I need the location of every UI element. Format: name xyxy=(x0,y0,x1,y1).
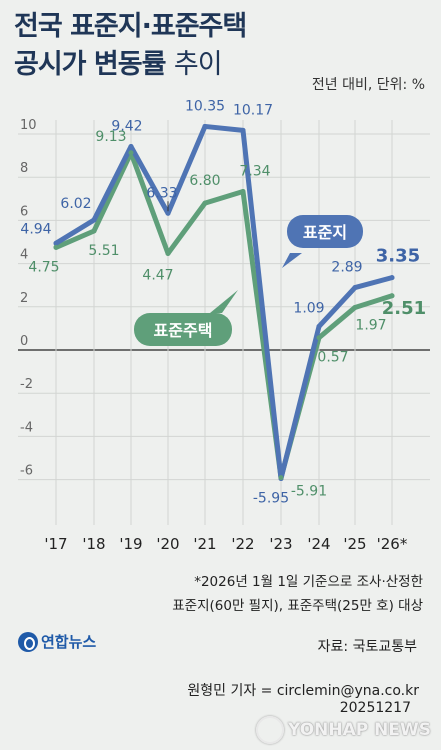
point-house xyxy=(91,228,97,234)
point-land xyxy=(202,123,208,129)
x-tick-label: '18 xyxy=(82,535,105,553)
point-land xyxy=(316,323,322,329)
y-tick-label: -6 xyxy=(20,464,33,479)
y-tick-label: 6 xyxy=(20,204,28,219)
title-line1: 전국 표준지·표준주택 xyxy=(14,11,247,42)
yonhap-logo: 연합뉴스 xyxy=(18,631,96,652)
data-label-house: 7.34 xyxy=(239,163,270,179)
x-tick-label: '17 xyxy=(44,535,67,553)
point-land xyxy=(352,285,358,291)
footnote-line1: *2026년 1월 1일 기준으로 조사·산정한 xyxy=(194,574,423,590)
point-land xyxy=(389,275,395,281)
data-label-house: 0.57 xyxy=(317,350,348,366)
source-label: 자료: 국토교통부 xyxy=(317,639,417,655)
callout-land-pointer xyxy=(282,253,302,268)
data-label-house: 6.80 xyxy=(189,173,220,189)
yonhap-logo-icon xyxy=(18,631,38,652)
point-house xyxy=(389,293,395,299)
x-tick-label: '22 xyxy=(231,535,254,553)
data-label-house: 9.13 xyxy=(95,129,126,145)
data-label-land: 10.17 xyxy=(233,102,273,118)
callout-house-badge xyxy=(134,313,232,346)
data-label-house: 5.51 xyxy=(88,243,119,259)
date-label: 20251217 xyxy=(339,700,411,716)
data-label-land: -5.95 xyxy=(253,491,289,507)
data-label-land: 10.35 xyxy=(185,98,225,114)
x-tick-label: '21 xyxy=(193,535,216,553)
data-label-land: 9.42 xyxy=(111,119,142,135)
data-label-land: 3.35 xyxy=(376,246,420,267)
point-house xyxy=(53,244,59,250)
x-tick-label: '23 xyxy=(269,535,292,553)
data-label-land: 1.09 xyxy=(293,300,324,316)
data-label-house: 1.97 xyxy=(355,317,386,333)
point-land xyxy=(128,144,134,150)
footnote-line2: 표준지(60만 필지), 표준주택(25만 호) 대상 xyxy=(172,598,423,614)
y-tick-label: 8 xyxy=(20,161,28,176)
y-tick-label: 0 xyxy=(20,334,28,349)
series-line-land xyxy=(53,123,395,482)
yonhap-news-watermark: YONHAP NEWS xyxy=(256,716,431,744)
data-label-land: 6.02 xyxy=(60,196,91,212)
yonhap-news-watermark-icon xyxy=(256,716,285,744)
point-house xyxy=(352,304,358,310)
data-label-land: 6.33 xyxy=(146,185,177,201)
point-house xyxy=(316,335,322,341)
point-land xyxy=(165,210,171,216)
y-tick-label: 2 xyxy=(20,291,28,306)
data-label-house: -5.91 xyxy=(291,484,327,500)
y-tick-label: -2 xyxy=(20,377,33,392)
point-land xyxy=(53,240,59,246)
series-line-house xyxy=(53,150,395,481)
point-house xyxy=(165,250,171,256)
line-chart: 10 8 6 4 2 0 -2 -4 -6 '17 '18 '19 '20 '21 '22 '23 '24 '25… xyxy=(18,98,430,553)
x-tick-label: '26* xyxy=(377,535,408,553)
x-tick-label: '24 xyxy=(307,535,330,553)
data-label-house: 2.51 xyxy=(382,298,426,319)
point-house xyxy=(240,188,246,194)
title-line2-light: 추이 xyxy=(173,49,223,80)
callout-land-label: 표준지 xyxy=(303,223,347,242)
yonhap-logo-text: 연합뉴스 xyxy=(41,633,97,651)
title-line2-bold: 공시가 변동률 xyxy=(14,49,166,80)
reporter-credit: 원형민 기자 = circlemin@yna.co.kr xyxy=(187,683,419,699)
data-label-land: 4.94 xyxy=(20,221,51,237)
x-tick-label: '20 xyxy=(156,535,179,553)
callout-house-label: 표준주택 xyxy=(154,321,213,340)
point-land xyxy=(91,217,97,223)
point-house xyxy=(202,200,208,206)
unit-label: 전년 대비, 단위: % xyxy=(311,77,425,93)
callout-land-badge xyxy=(287,215,363,248)
callout-house-pointer xyxy=(210,290,238,313)
point-land xyxy=(240,127,246,133)
data-label-house: 4.47 xyxy=(142,267,173,283)
y-tick-label: 4 xyxy=(20,248,28,263)
x-tick-label: '25 xyxy=(343,535,366,553)
data-label-land: 2.89 xyxy=(331,260,362,276)
point-house xyxy=(278,475,284,481)
x-tick-label: '19 xyxy=(119,535,142,553)
point-house xyxy=(128,150,134,156)
y-tick-label: 10 xyxy=(20,118,37,133)
chart-title: 전국 표준지·표준주택 공시가 변동률 추이 xyxy=(14,8,247,84)
yonhap-news-watermark-text: YONHAP NEWS xyxy=(288,720,431,740)
y-tick-label: -4 xyxy=(20,420,33,435)
data-label-house: 4.75 xyxy=(28,259,59,275)
